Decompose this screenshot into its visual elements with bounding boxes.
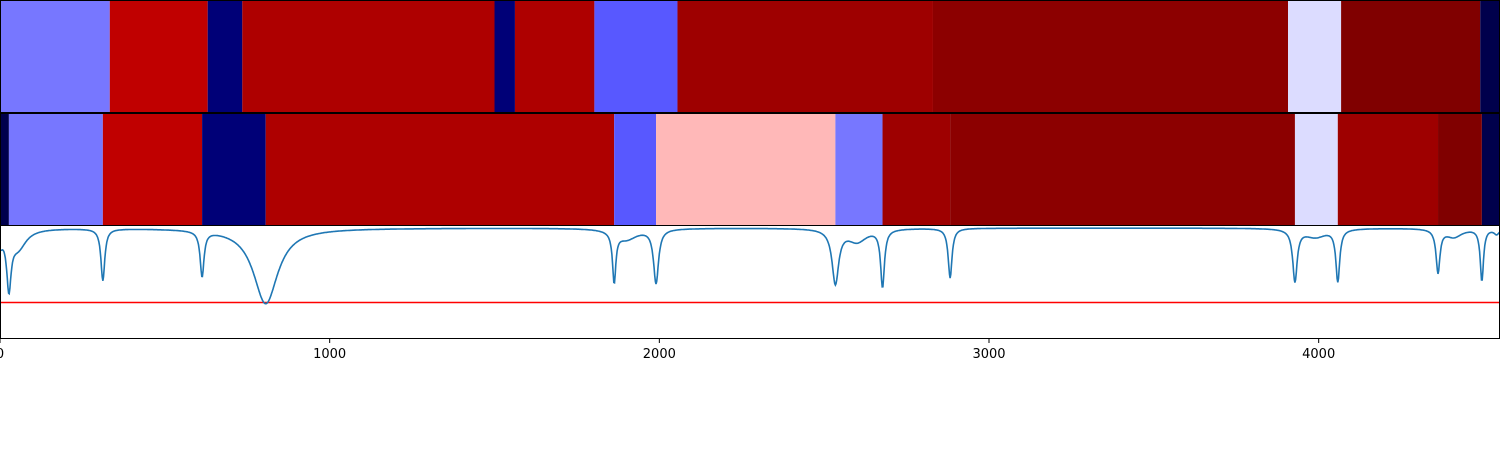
heatmap-segment — [835, 114, 883, 225]
heatmap-segment — [109, 1, 208, 112]
x-axis: 0 1000 2000 3000 4000 — [0, 338, 1335, 362]
heatmap-row-bottom — [0, 114, 1500, 225]
heatmap-segment — [0, 114, 9, 225]
heatmap-segment — [102, 114, 203, 225]
heatmap-segment — [614, 114, 657, 225]
signal-line — [0, 227, 1500, 305]
heatmap-segment — [1341, 1, 1481, 112]
heatmap-segment — [950, 114, 1295, 225]
heatmap-segment — [677, 1, 933, 112]
heatmap-segment — [594, 1, 678, 112]
signal-plot — [0, 227, 1500, 305]
heatmap-segment — [882, 114, 951, 225]
heatmap-segment — [0, 1, 110, 112]
heatmap-segment — [932, 1, 1289, 112]
heatmap-segment — [8, 114, 103, 225]
heatmap-segment — [1480, 1, 1500, 112]
heatmap-segment — [1288, 1, 1342, 112]
heatmap-segment — [207, 1, 243, 112]
heatmap-segment — [514, 1, 595, 112]
heatmap-segment — [265, 114, 615, 225]
heatmap-segment — [242, 1, 495, 112]
heatmap-segment — [656, 114, 836, 225]
x-tick-label: 4000 — [1302, 347, 1335, 362]
x-tick-label: 0 — [0, 347, 4, 362]
heatmap-segment — [1438, 114, 1482, 225]
heatmap-segment — [202, 114, 266, 225]
heatmap-segment — [1294, 114, 1338, 225]
heatmap-segment — [494, 1, 515, 112]
heatmap-segment — [1481, 114, 1500, 225]
x-tick-label: 3000 — [972, 347, 1005, 362]
x-tick-label: 2000 — [643, 347, 676, 362]
heatmap-segment — [1337, 114, 1439, 225]
x-tick-label: 1000 — [313, 347, 346, 362]
heatmap-row-top — [0, 1, 1500, 112]
